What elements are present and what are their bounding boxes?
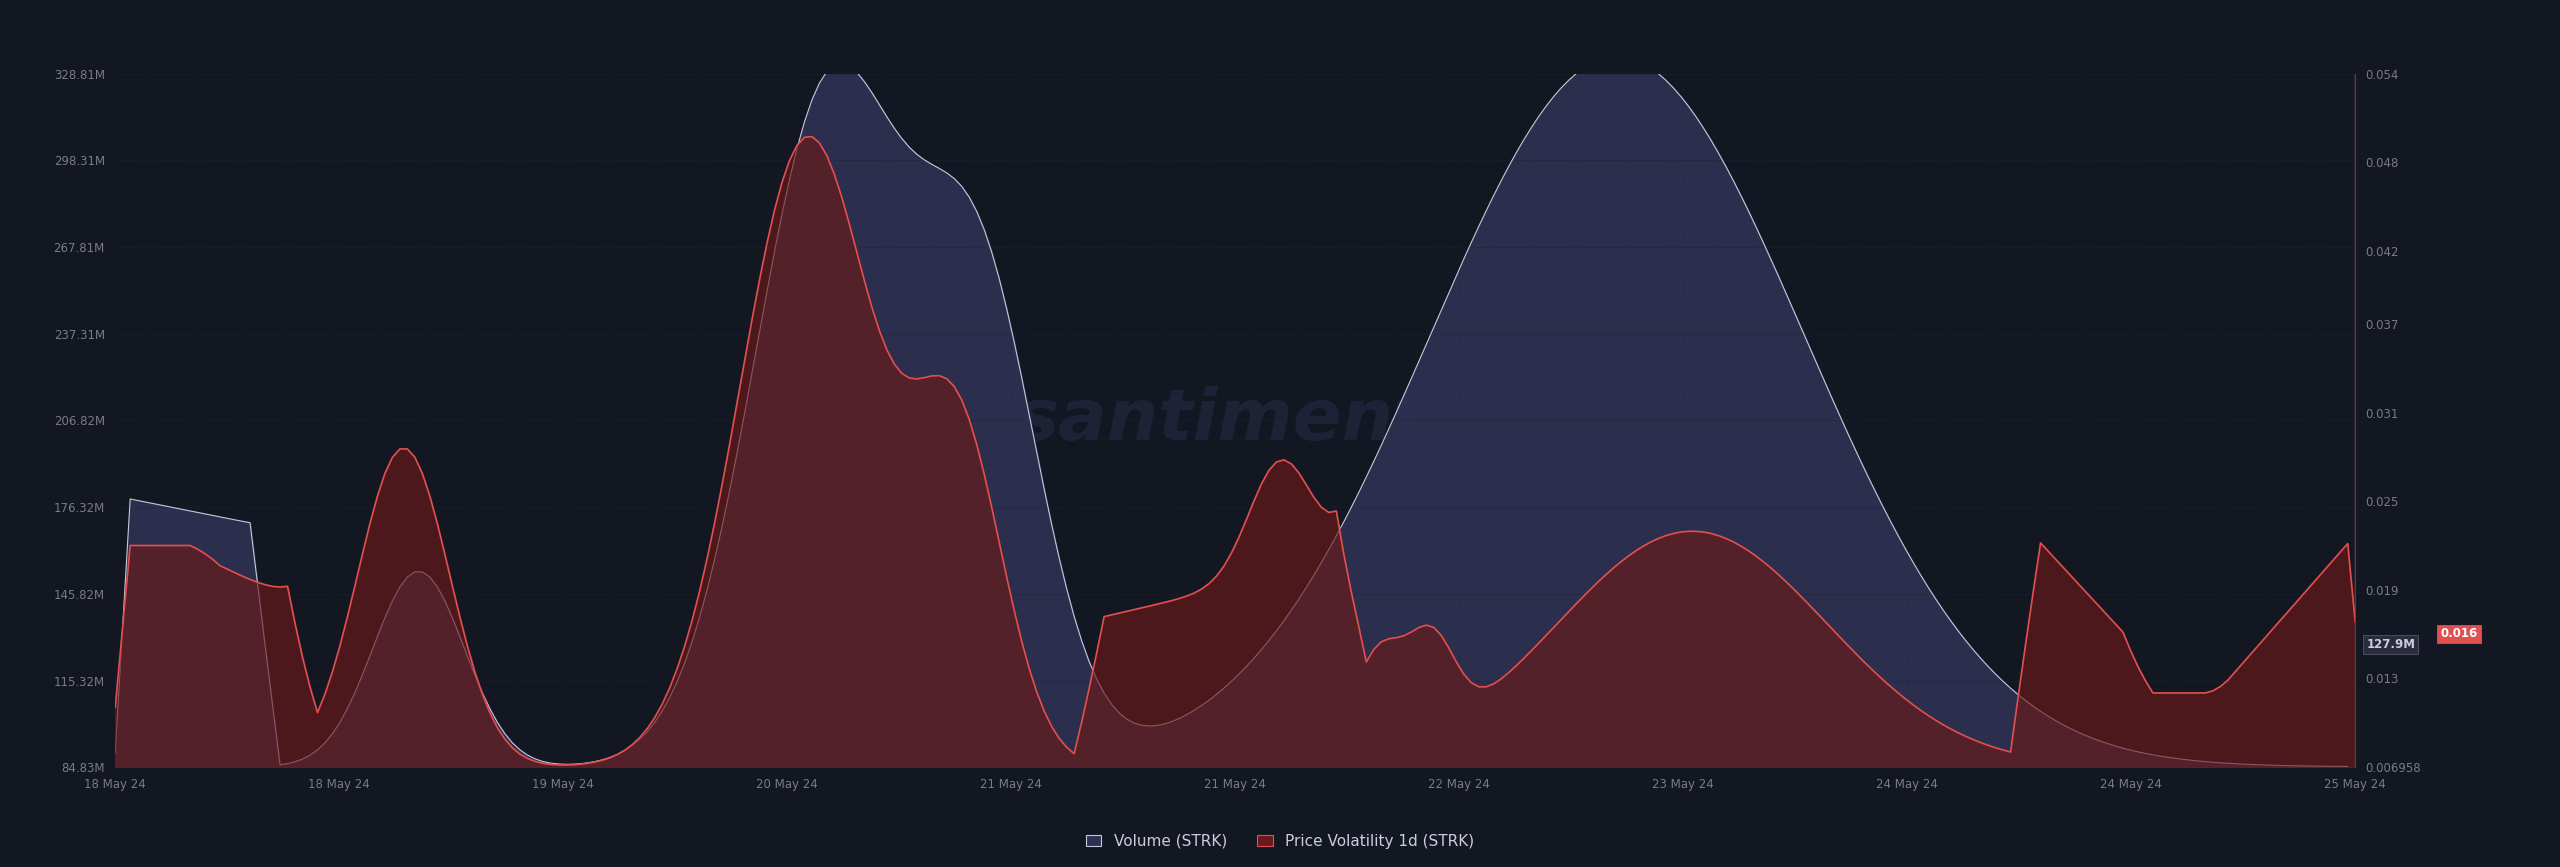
Text: santiment.: santiment.	[1016, 386, 1454, 455]
Text: 0.016: 0.016	[2440, 628, 2478, 641]
Legend: Volume (STRK), Price Volatility 1d (STRK): Volume (STRK), Price Volatility 1d (STRK…	[1080, 828, 1480, 855]
Text: 127.9M: 127.9M	[2365, 638, 2417, 651]
